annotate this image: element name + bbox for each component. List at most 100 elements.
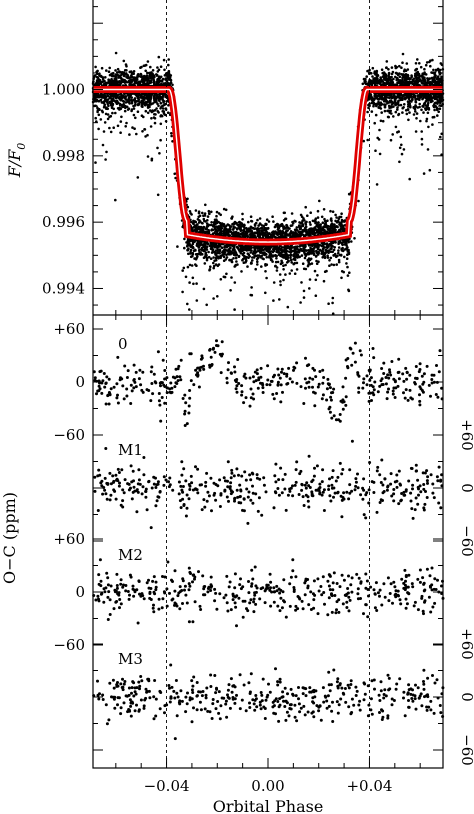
light-curve-point xyxy=(423,76,426,79)
light-curve-point xyxy=(218,251,221,255)
light-curve-point xyxy=(98,108,101,111)
light-curve-point xyxy=(119,120,123,123)
light-curve-point xyxy=(315,244,319,247)
light-curve-point xyxy=(103,121,107,124)
light-curve-point xyxy=(233,308,236,311)
light-curve-point xyxy=(131,99,135,102)
light-curve-point xyxy=(271,215,274,218)
light-curve-point xyxy=(242,229,245,233)
light-curve-point xyxy=(139,66,142,69)
light-curve-point xyxy=(432,96,436,99)
light-curve-point xyxy=(321,250,325,253)
light-curve-point xyxy=(337,258,341,262)
light-curve-point xyxy=(388,76,392,79)
light-curve-point xyxy=(142,64,146,68)
light-curve-point xyxy=(394,125,398,129)
light-curve-point xyxy=(411,93,415,96)
light-curve-point xyxy=(398,160,401,164)
light-curve-point xyxy=(377,106,381,109)
light-curve-point xyxy=(130,101,134,105)
light-curve-point xyxy=(431,79,434,83)
light-curve-point xyxy=(383,94,387,97)
light-curve-point xyxy=(106,107,109,111)
light-curve-point xyxy=(289,250,293,254)
light-curve-point xyxy=(117,93,121,96)
light-curve-point xyxy=(436,95,440,98)
light-curve-point xyxy=(213,225,217,229)
light-curve-point xyxy=(241,212,244,216)
light-curve-point xyxy=(215,214,218,218)
light-curve-point xyxy=(118,70,121,73)
light-curve-point xyxy=(97,99,101,103)
light-curve-point xyxy=(134,103,137,106)
light-curve-point xyxy=(225,245,229,249)
light-curve-point xyxy=(403,73,406,77)
light-curve-point xyxy=(265,253,268,256)
light-curve-point xyxy=(284,273,287,276)
light-curve-point xyxy=(278,273,282,276)
light-curve-point xyxy=(304,221,307,225)
light-curve-point xyxy=(163,82,167,85)
light-curve-point xyxy=(406,100,410,103)
light-curve-point xyxy=(237,248,241,252)
light-curve-point xyxy=(401,106,405,110)
light-curve-point xyxy=(108,126,111,130)
light-curve-point xyxy=(408,102,412,106)
light-curve-point xyxy=(149,65,152,69)
light-curve-point xyxy=(98,72,101,75)
light-curve-point xyxy=(100,75,103,79)
light-curve-point xyxy=(346,265,349,269)
light-curve-point xyxy=(399,135,403,139)
light-curve-point xyxy=(404,69,408,72)
light-curve-point xyxy=(189,252,192,255)
light-curve-point xyxy=(136,73,140,76)
light-curve-point xyxy=(378,103,382,107)
light-curve-point xyxy=(168,76,172,80)
light-curve-point xyxy=(306,264,310,268)
light-curve-point xyxy=(301,229,305,232)
light-curve-point xyxy=(371,66,375,70)
light-curve-point xyxy=(197,210,201,213)
light-curve-point xyxy=(263,233,267,236)
light-curve-point xyxy=(420,137,424,141)
light-curve-point xyxy=(202,256,206,260)
light-curve-point xyxy=(289,230,293,233)
light-curve-point xyxy=(397,113,400,117)
light-curve-point xyxy=(157,111,160,114)
light-curve-point xyxy=(123,74,126,78)
light-curve-point xyxy=(400,152,404,156)
light-curve-point xyxy=(325,242,329,245)
light-curve-point xyxy=(120,72,124,76)
light-curve-point xyxy=(314,294,318,298)
light-curve-point xyxy=(350,240,353,243)
light-curve-point xyxy=(295,226,299,229)
light-curve-point xyxy=(402,148,406,151)
light-curve-point xyxy=(309,223,312,226)
light-curve-point xyxy=(414,62,418,65)
light-curve-point xyxy=(132,107,136,110)
light-curve-point xyxy=(366,69,369,73)
light-curve-point xyxy=(101,143,105,147)
light-curve-point xyxy=(249,293,252,297)
light-curve-point xyxy=(192,282,195,286)
light-curve-point xyxy=(244,261,247,264)
light-curve-point xyxy=(364,80,367,83)
light-curve-point xyxy=(431,123,434,126)
light-curve-point xyxy=(281,223,284,227)
light-curve-point xyxy=(99,82,103,86)
light-curve-point xyxy=(331,210,335,213)
light-curve-point xyxy=(153,94,156,97)
light-curve-point xyxy=(426,148,430,151)
light-curve-point xyxy=(213,250,216,254)
light-curve-point xyxy=(195,282,198,285)
light-curve-point xyxy=(314,278,318,282)
light-curve-point xyxy=(237,226,241,230)
light-curve-point xyxy=(149,74,152,78)
light-curve-point xyxy=(278,298,281,301)
light-curve-point xyxy=(201,228,205,231)
light-curve-point xyxy=(366,110,369,114)
light-curve-point xyxy=(330,222,334,225)
light-curve-point xyxy=(106,94,110,98)
light-curve-point xyxy=(97,113,101,117)
light-curve-point xyxy=(322,225,325,229)
